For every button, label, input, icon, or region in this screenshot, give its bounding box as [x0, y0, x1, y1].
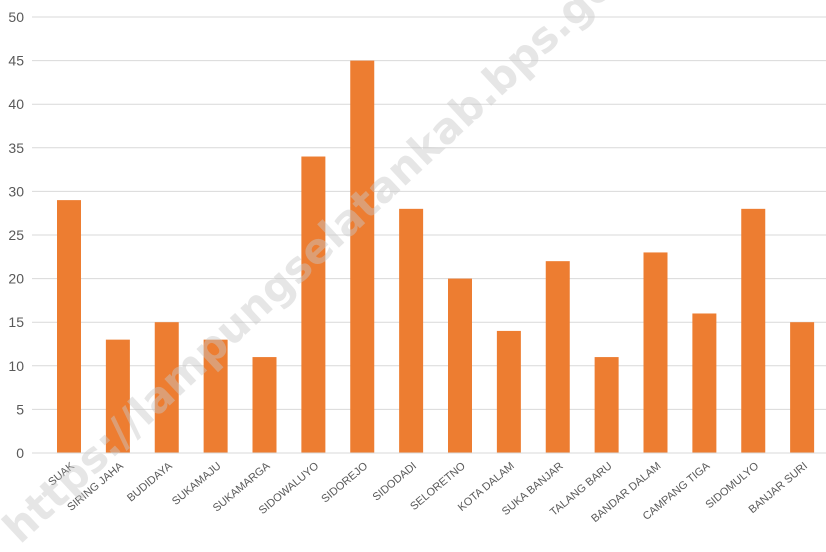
bar-sukamarga — [252, 357, 277, 453]
y-tick-label: 0 — [16, 445, 24, 461]
y-tick-label: 50 — [8, 9, 24, 25]
bar-sidowaluyo — [301, 156, 326, 453]
y-tick-label: 25 — [8, 227, 24, 243]
bar-banjar-suri — [790, 322, 815, 453]
x-category-label: BUDIDAYA — [125, 460, 175, 505]
bar-sidorejo — [350, 60, 375, 453]
y-tick-label: 45 — [8, 53, 24, 69]
bar-suka-banjar — [545, 261, 570, 453]
bar-kota-dalam — [496, 330, 521, 453]
y-tick-label: 30 — [8, 183, 24, 199]
y-axis-tick-labels: 0 5 10 15 20 25 30 35 40 45 50 — [8, 9, 24, 461]
bar-sukamaju — [203, 339, 228, 453]
bar-budidaya — [154, 322, 179, 453]
y-tick-label: 40 — [8, 96, 24, 112]
y-tick-label: 20 — [8, 271, 24, 287]
x-category-label: SIDOREJO — [319, 460, 370, 506]
bar-siring-jaha — [105, 339, 130, 453]
x-category-label: SIDODADI — [371, 460, 419, 503]
bar-talang-baru — [594, 357, 619, 453]
bar-sidodadi — [399, 208, 424, 453]
bar-bandar-dalam — [643, 252, 668, 453]
bar-seloretno — [448, 278, 472, 453]
y-tick-label: 15 — [8, 314, 24, 330]
bars — [57, 60, 815, 453]
y-tick-label: 5 — [16, 401, 24, 417]
bar-campang-tiga — [692, 313, 717, 453]
bar-suak — [57, 200, 81, 453]
bar-sidomulyo — [741, 208, 766, 453]
y-tick-label: 35 — [8, 140, 24, 156]
y-tick-label: 10 — [8, 358, 24, 374]
